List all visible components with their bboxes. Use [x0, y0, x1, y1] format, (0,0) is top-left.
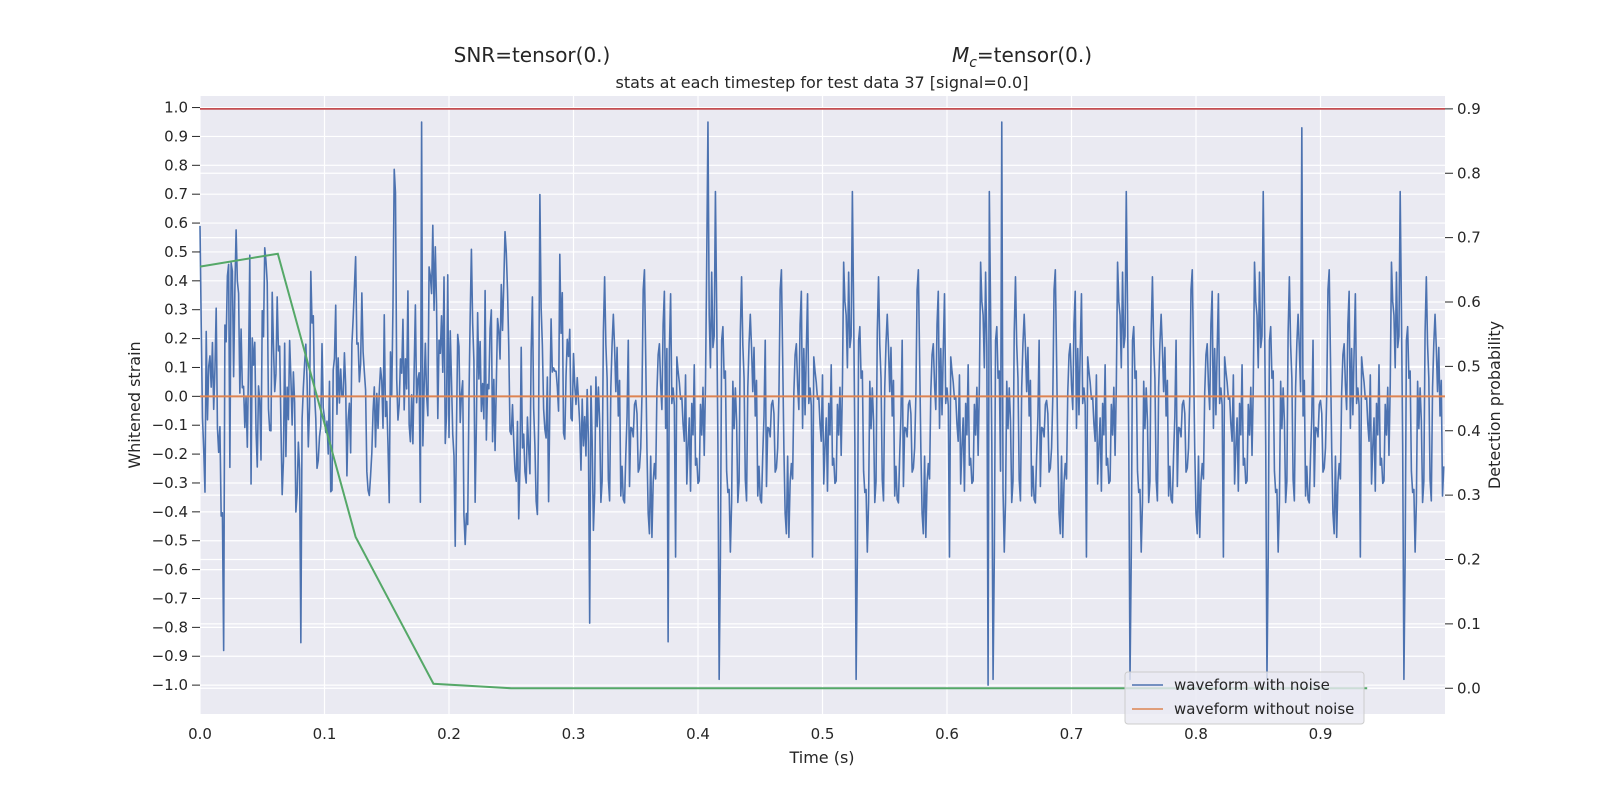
- right-y-tick-label: 0.4: [1457, 422, 1481, 440]
- right-y-axis-label: Detection probability: [1485, 321, 1504, 489]
- legend-box: [1124, 671, 1365, 725]
- left-y-tick-label: 1.0: [164, 99, 188, 117]
- left-y-axis-ticks: 1.0 0.9 0.8 0.7 0.6 0.5 0.4 0.3 0.2 0.1 0.0 −0.1 −0.…: [152, 99, 200, 694]
- left-y-tick-label: 0.6: [164, 214, 188, 232]
- left-y-tick-label: −0.3: [152, 474, 188, 492]
- left-y-tick-label: −0.9: [152, 647, 188, 665]
- mc-label-sub: c: [969, 55, 977, 71]
- left-y-tick-label: 0.3: [164, 301, 188, 319]
- x-tick-label: 0.2: [437, 725, 461, 743]
- series-waveform-with-noise: [199, 121, 1445, 686]
- left-y-axis-label: Whitened strain: [125, 341, 144, 468]
- x-axis-label: Time (s): [788, 748, 854, 767]
- right-y-tick-label: 0.6: [1457, 293, 1481, 311]
- legend: waveform with noise waveform without noi…: [1124, 671, 1365, 725]
- left-y-tick-label: 0.4: [164, 272, 188, 290]
- x-tick-label: 0.1: [313, 725, 337, 743]
- left-y-tick-label: 0.1: [164, 358, 188, 376]
- snr-label: SNR=tensor(0.): [454, 43, 611, 67]
- x-axis-ticks: 0.0 0.1 0.2 0.3 0.4 0.5 0.6 0.7 0.8 0.9: [188, 725, 1332, 743]
- mc-label: Mc=tensor(0.): [952, 43, 1092, 71]
- left-y-tick-label: −1.0: [152, 676, 188, 694]
- left-y-tick-label: 0.2: [164, 330, 188, 348]
- right-y-tick-label: 0.2: [1457, 551, 1481, 569]
- x-tick-label: 0.3: [562, 725, 586, 743]
- x-tick-label: 0.0: [188, 725, 212, 743]
- left-y-tick-label: 0.0: [164, 387, 188, 405]
- right-y-tick-label: 0.0: [1457, 679, 1481, 697]
- left-y-tick-label: −0.4: [152, 503, 188, 521]
- left-y-tick-label: −0.8: [152, 618, 188, 636]
- left-y-tick-label: −0.6: [152, 561, 188, 579]
- x-tick-label: 0.6: [935, 725, 959, 743]
- x-tick-label: 0.8: [1184, 725, 1208, 743]
- left-y-tick-label: 0.8: [164, 156, 188, 174]
- x-tick-label: 0.4: [686, 725, 710, 743]
- legend-label-noisy: waveform with noise: [1174, 676, 1330, 694]
- right-y-tick-label: 0.7: [1457, 229, 1481, 247]
- x-tick-label: 0.7: [1060, 725, 1084, 743]
- noisy-waveform-layer: [199, 121, 1445, 686]
- left-y-tick-label: −0.5: [152, 532, 188, 550]
- left-y-tick-label: 0.5: [164, 243, 188, 261]
- right-y-tick-label: 0.8: [1457, 164, 1481, 182]
- right-y-tick-label: 0.5: [1457, 357, 1481, 375]
- x-tick-label: 0.9: [1309, 725, 1333, 743]
- legend-label-clean: waveform without noise: [1174, 700, 1354, 718]
- right-y-tick-label: 0.9: [1457, 100, 1481, 118]
- right-y-tick-label: 0.1: [1457, 615, 1481, 633]
- left-y-tick-label: −0.1: [152, 416, 188, 434]
- left-y-tick-label: 0.9: [164, 127, 188, 145]
- mc-label-rest: =tensor(0.): [977, 43, 1092, 67]
- mc-label-main: M: [952, 43, 969, 67]
- left-y-tick-label: −0.7: [152, 589, 188, 607]
- chart-title: stats at each timestep for test data 37 …: [616, 73, 1029, 92]
- right-y-axis-ticks: 0.9 0.8 0.7 0.6 0.5 0.4 0.3 0.2 0.1 0.0: [1445, 100, 1481, 697]
- left-y-tick-label: −0.2: [152, 445, 188, 463]
- right-y-tick-label: 0.3: [1457, 486, 1481, 504]
- left-y-tick-label: 0.7: [164, 185, 188, 203]
- x-tick-label: 0.5: [811, 725, 835, 743]
